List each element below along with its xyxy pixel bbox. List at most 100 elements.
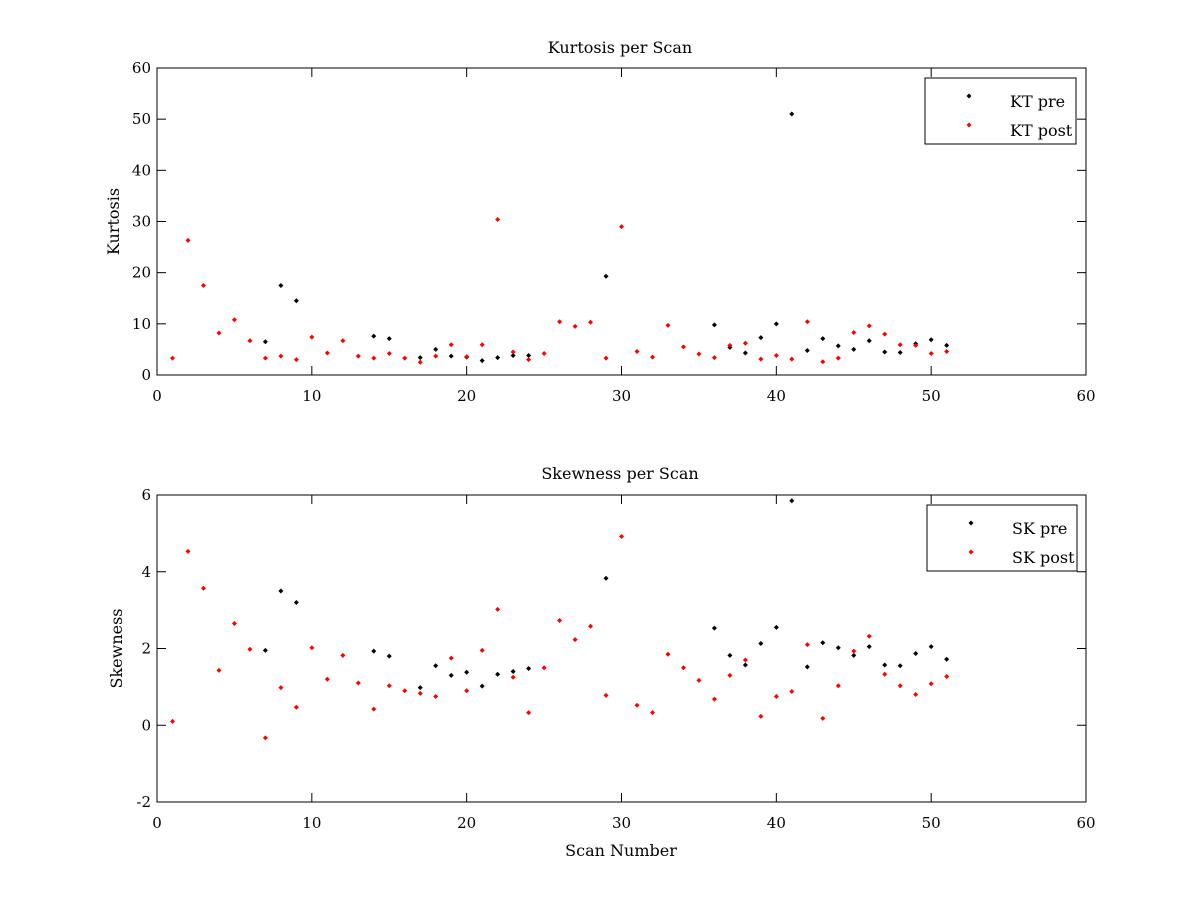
kurtosis-point-post — [619, 224, 624, 230]
kurtosis-point-post — [557, 319, 563, 325]
skewness-x-tick-label: 40 — [767, 814, 786, 832]
skewness-x-tick-label: 0 — [152, 814, 162, 832]
kurtosis-point-post — [680, 344, 686, 350]
kurtosis-x-tick-label: 50 — [922, 387, 941, 405]
kurtosis-point-pre — [448, 353, 454, 359]
kurtosis-point-post — [262, 355, 268, 361]
skewness-point-pre — [742, 662, 748, 668]
kurtosis-point-post — [247, 338, 253, 344]
kurtosis-point-post — [711, 355, 717, 361]
skewness-point-post — [541, 665, 547, 671]
skewness-point-pre — [371, 648, 377, 654]
skewness-point-pre — [820, 640, 826, 646]
kurtosis-point-post — [649, 354, 655, 360]
skewness-point-pre — [928, 644, 934, 650]
kurtosis-point-post — [758, 356, 764, 362]
skewness-point-post — [510, 674, 516, 680]
kurtosis-y-axis-label: Kurtosis — [104, 188, 123, 255]
skewness-point-post — [231, 621, 237, 627]
skewness-point-pre — [835, 645, 841, 651]
kurtosis-x-tick-label: 60 — [1076, 387, 1095, 405]
skewness-point-pre — [711, 625, 717, 631]
skewness-point-post — [742, 657, 748, 663]
kurtosis-point-post — [820, 359, 826, 365]
kurtosis-point-pre — [278, 282, 284, 288]
skewness-point-post — [557, 617, 563, 623]
kurtosis-point-pre — [495, 355, 501, 361]
kurtosis-x-tick-label: 40 — [767, 387, 786, 405]
kurtosis-point-post — [169, 355, 175, 361]
kurtosis-legend-label-post: KT post — [1010, 121, 1073, 140]
kurtosis-legend-marker-pre — [966, 93, 972, 99]
kurtosis-chart: Kurtosis per Scan 0 10 20 30 40 50 60 0 10 20 30 40… — [104, 38, 1096, 405]
skewness-x-axis-label: Scan Number — [565, 841, 677, 860]
kurtosis-chart-title: Kurtosis per Scan — [548, 38, 692, 57]
kurtosis-point-pre — [386, 336, 392, 342]
skewness-point-pre — [526, 665, 532, 671]
skewness-point-post — [820, 715, 826, 721]
kurtosis-point-pre — [371, 333, 377, 339]
kurtosis-point-pre — [804, 347, 810, 353]
kurtosis-point-post — [928, 351, 934, 357]
skewness-chart-title: Skewness per Scan — [541, 464, 698, 483]
kurtosis-point-pre — [479, 358, 485, 364]
kurtosis-point-post — [495, 216, 501, 222]
skewness-point-post — [169, 718, 175, 724]
kurtosis-point-post — [742, 340, 748, 346]
kurtosis-point-post — [479, 342, 485, 348]
kurtosis-points — [169, 111, 950, 365]
kurtosis-legend-label-pre: KT pre — [1010, 92, 1065, 111]
kurtosis-point-pre — [510, 353, 516, 359]
skewness-legend-marker-post — [968, 549, 974, 555]
kurtosis-point-pre — [820, 336, 826, 342]
skewness-point-post — [340, 652, 346, 658]
skewness-point-pre — [510, 669, 516, 675]
skewness-x-tick-label: 60 — [1076, 814, 1095, 832]
skewness-point-pre — [913, 650, 919, 656]
kurtosis-point-pre — [835, 343, 841, 349]
skewness-legend-label-post: SK post — [1012, 548, 1075, 567]
skewness-point-post — [479, 647, 485, 653]
kurtosis-y-tick-label: 60 — [132, 59, 151, 77]
skewness-y-tick-label: 2 — [141, 640, 151, 658]
skewness-point-post — [572, 637, 578, 643]
skewness-point-post — [262, 735, 268, 741]
kurtosis-point-post — [216, 330, 222, 336]
kurtosis-point-post — [526, 357, 532, 363]
kurtosis-point-post — [897, 342, 903, 348]
kurtosis-point-pre — [433, 346, 439, 352]
skewness-point-post — [928, 681, 934, 687]
kurtosis-point-post — [665, 322, 671, 328]
skewness-point-post — [402, 688, 408, 694]
kurtosis-y-tick-label: 50 — [132, 110, 151, 128]
skewness-point-post — [649, 710, 655, 716]
kurtosis-point-post — [588, 319, 594, 325]
kurtosis-point-pre — [758, 335, 764, 341]
skewness-point-pre — [417, 685, 423, 691]
kurtosis-ticks: 0 10 20 30 40 50 60 0 10 20 30 40 50 60 — [132, 59, 1096, 405]
skewness-point-post — [773, 693, 779, 699]
kurtosis-point-post — [355, 353, 361, 359]
kurtosis-point-post — [309, 334, 315, 340]
skewness-point-post — [897, 683, 903, 689]
skewness-legend-label-pre: SK pre — [1012, 519, 1067, 538]
kurtosis-point-pre — [526, 353, 532, 359]
kurtosis-point-post — [433, 353, 439, 359]
kurtosis-point-post — [278, 353, 284, 359]
kurtosis-point-pre — [944, 342, 950, 348]
skewness-point-pre — [773, 624, 779, 630]
kurtosis-point-post — [402, 355, 408, 361]
skewness-x-tick-label: 30 — [612, 814, 631, 832]
skewness-point-pre — [433, 663, 439, 669]
skewness-point-pre — [866, 644, 872, 650]
kurtosis-point-post — [804, 319, 810, 325]
skewness-y-tick-label: 0 — [141, 716, 151, 734]
skewness-points — [169, 498, 950, 741]
skewness-point-post — [386, 683, 392, 689]
skewness-point-post — [464, 688, 470, 694]
kurtosis-x-tick-label: 0 — [152, 387, 162, 405]
skewness-point-pre — [479, 683, 485, 689]
kurtosis-point-post — [417, 359, 423, 365]
kurtosis-point-post — [324, 350, 330, 356]
